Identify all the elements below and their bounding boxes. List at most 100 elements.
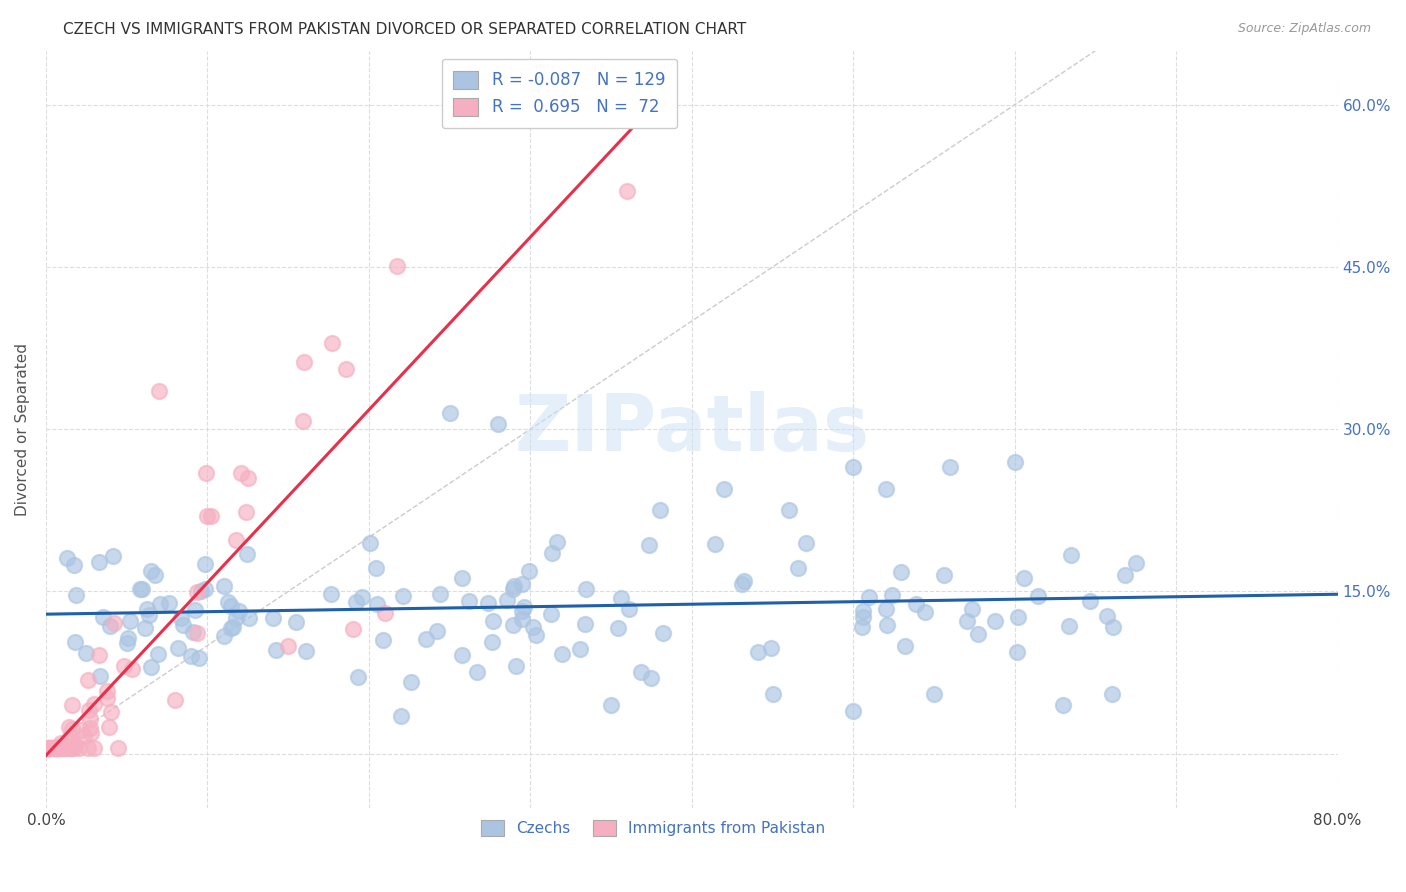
Point bbox=[502, 618, 524, 632]
Point bbox=[609, 591, 631, 605]
Point bbox=[1004, 455, 1026, 469]
Point bbox=[60, 698, 83, 713]
Point bbox=[188, 651, 211, 665]
Point bbox=[112, 658, 135, 673]
Point bbox=[46, 741, 69, 756]
Point bbox=[89, 669, 111, 683]
Point bbox=[630, 665, 652, 679]
Y-axis label: Divorced or Separated: Divorced or Separated bbox=[15, 343, 30, 516]
Point bbox=[181, 625, 204, 640]
Point bbox=[83, 697, 105, 711]
Point bbox=[60, 722, 83, 736]
Point bbox=[960, 602, 983, 616]
Point bbox=[131, 582, 153, 596]
Point bbox=[876, 617, 898, 632]
Point bbox=[551, 648, 574, 662]
Point bbox=[60, 741, 83, 756]
Point bbox=[225, 533, 247, 548]
Point bbox=[389, 708, 412, 723]
Point bbox=[875, 602, 897, 616]
Point bbox=[939, 460, 962, 475]
Point bbox=[37, 741, 59, 756]
Point bbox=[852, 605, 875, 619]
Point bbox=[1095, 608, 1118, 623]
Point bbox=[87, 648, 110, 663]
Point bbox=[42, 741, 65, 756]
Point bbox=[53, 741, 76, 756]
Point bbox=[148, 384, 170, 399]
Point bbox=[787, 560, 810, 574]
Point bbox=[510, 611, 533, 625]
Point bbox=[540, 546, 562, 560]
Point bbox=[117, 631, 139, 645]
Point bbox=[167, 641, 190, 656]
Point bbox=[55, 741, 77, 756]
Point bbox=[569, 642, 592, 657]
Point bbox=[65, 588, 87, 602]
Point bbox=[616, 184, 638, 198]
Point bbox=[360, 535, 382, 549]
Point bbox=[63, 558, 86, 573]
Point bbox=[465, 665, 488, 680]
Point bbox=[238, 471, 260, 485]
Point bbox=[212, 629, 235, 643]
Point bbox=[59, 735, 82, 749]
Point bbox=[59, 741, 82, 756]
Point bbox=[575, 582, 598, 596]
Point bbox=[284, 615, 307, 630]
Point bbox=[512, 576, 534, 591]
Point bbox=[984, 615, 1007, 629]
Point bbox=[1057, 618, 1080, 632]
Point bbox=[194, 467, 217, 481]
Point bbox=[143, 567, 166, 582]
Point bbox=[894, 640, 917, 654]
Point bbox=[794, 536, 817, 550]
Point bbox=[38, 741, 60, 756]
Point bbox=[98, 619, 121, 633]
Point bbox=[574, 616, 596, 631]
Point bbox=[364, 560, 387, 574]
Point bbox=[890, 565, 912, 579]
Point bbox=[481, 615, 503, 629]
Point bbox=[733, 574, 755, 589]
Point bbox=[121, 662, 143, 676]
Point bbox=[38, 741, 60, 756]
Point bbox=[495, 592, 517, 607]
Point bbox=[321, 335, 343, 350]
Point bbox=[747, 645, 769, 659]
Point bbox=[264, 643, 287, 657]
Point bbox=[546, 534, 568, 549]
Point bbox=[606, 621, 628, 635]
Point bbox=[225, 610, 247, 624]
Point bbox=[77, 741, 100, 756]
Point bbox=[262, 611, 284, 625]
Point bbox=[366, 597, 388, 611]
Point bbox=[139, 565, 162, 579]
Point bbox=[731, 577, 754, 591]
Point bbox=[1026, 589, 1049, 603]
Point bbox=[277, 639, 299, 653]
Point bbox=[52, 741, 75, 756]
Point bbox=[1005, 645, 1028, 659]
Point bbox=[371, 632, 394, 647]
Point bbox=[135, 602, 157, 616]
Point bbox=[87, 556, 110, 570]
Point bbox=[905, 597, 928, 611]
Point bbox=[295, 644, 318, 658]
Text: ZIPatlas: ZIPatlas bbox=[515, 392, 869, 467]
Point bbox=[148, 597, 170, 611]
Point bbox=[91, 610, 114, 624]
Point bbox=[79, 725, 101, 739]
Point bbox=[219, 621, 242, 635]
Point bbox=[842, 460, 865, 475]
Point bbox=[157, 596, 180, 610]
Point bbox=[1078, 594, 1101, 608]
Point bbox=[180, 648, 202, 663]
Point bbox=[222, 620, 245, 634]
Point bbox=[45, 741, 67, 756]
Point bbox=[486, 417, 509, 431]
Point bbox=[83, 741, 105, 756]
Point bbox=[59, 730, 82, 744]
Point bbox=[118, 615, 141, 629]
Point bbox=[44, 741, 66, 756]
